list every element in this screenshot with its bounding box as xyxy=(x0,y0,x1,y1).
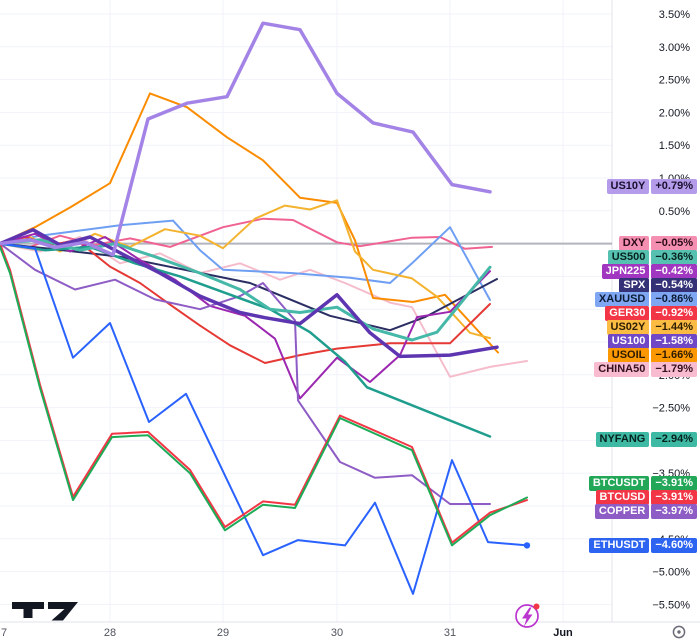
price-tick-label: 2.50% xyxy=(659,75,690,87)
settings-icon[interactable] xyxy=(672,625,686,639)
price-label-symbol: COPPER xyxy=(594,504,650,519)
price-label-usoil[interactable]: USOIL −1.66% xyxy=(607,348,697,363)
flash-icon-circle xyxy=(515,604,539,628)
price-label-us02y[interactable]: US02Y −1.44% xyxy=(606,320,697,335)
price-label-symbol: SPX xyxy=(619,278,650,293)
price-tick-label: 1.50% xyxy=(659,140,690,152)
price-label-value: −0.86% xyxy=(651,292,697,307)
price-label-value: −1.66% xyxy=(651,348,697,363)
price-label-symbol: US500 xyxy=(607,250,650,265)
price-label-symbol: BTCUSD xyxy=(595,490,650,505)
price-label-ger30[interactable]: GER30 −0.92% xyxy=(605,306,697,321)
series-line-us100[interactable] xyxy=(0,228,499,359)
price-label-value: −0.92% xyxy=(651,306,697,321)
price-label-xauusd[interactable]: XAUUSD −0.86% xyxy=(594,292,697,307)
time-axis[interactable]: 7 28 29 30 31 Jun xyxy=(1,627,573,639)
price-label-value: −1.44% xyxy=(651,320,697,335)
series-line-usoil[interactable] xyxy=(0,92,499,354)
price-tick-label: 2.00% xyxy=(659,107,690,119)
price-label-value: −0.54% xyxy=(651,278,697,293)
price-label-symbol: GER30 xyxy=(605,306,650,321)
settings-icon-dot xyxy=(677,630,681,634)
price-label-china50[interactable]: CHINA50 −1.79% xyxy=(594,362,697,377)
flash-icon-notification-dot xyxy=(533,603,540,610)
price-tick-label: −2.50% xyxy=(652,403,690,415)
price-label-symbol: US10Y xyxy=(606,179,650,194)
series-line-ethusdt[interactable] xyxy=(0,242,528,595)
price-label-value: −3.91% xyxy=(651,476,697,491)
price-label-copper[interactable]: COPPER −3.97% xyxy=(594,504,697,519)
price-label-symbol: US100 xyxy=(607,334,650,349)
price-label-us10y[interactable]: US10Y +0.79% xyxy=(606,179,697,194)
price-label-nyfang[interactable]: NYFANG −2.94% xyxy=(595,432,697,447)
price-label-value: −2.94% xyxy=(651,432,697,447)
price-label-symbol: USOIL xyxy=(607,348,650,363)
price-label-symbol: XAUUSD xyxy=(594,292,650,307)
flash-icon-bolt xyxy=(522,607,533,627)
series-line-btcusdt[interactable] xyxy=(0,245,528,547)
price-label-value: −3.97% xyxy=(651,504,697,519)
price-label-value: −1.58% xyxy=(651,334,697,349)
time-tick-label: Jun xyxy=(553,627,573,639)
time-tick-label: 30 xyxy=(331,627,343,639)
series-line-copper[interactable] xyxy=(0,242,491,505)
price-label-btcusdt[interactable]: BTCUSDT −3.91% xyxy=(588,476,697,491)
series-line-us10y[interactable] xyxy=(0,21,492,257)
price-label-value: +0.79% xyxy=(651,179,697,194)
price-label-us500[interactable]: US500 −0.36% xyxy=(607,250,697,265)
time-tick-label: 7 xyxy=(1,627,7,639)
price-label-symbol: DXY xyxy=(618,236,650,251)
series-lines xyxy=(0,21,531,595)
price-label-value: −4.60% xyxy=(651,538,697,553)
price-tick-label: −5.00% xyxy=(652,567,690,579)
price-tick-label: −5.50% xyxy=(652,599,690,611)
price-label-jpn225[interactable]: JPN225 −0.42% xyxy=(601,264,697,279)
price-label-spx[interactable]: SPX −0.54% xyxy=(619,278,697,293)
price-label-symbol: CHINA50 xyxy=(594,362,650,377)
price-label-value: −3.91% xyxy=(651,490,697,505)
price-tick-label: 0.50% xyxy=(659,206,690,218)
price-label-symbol: BTCUSDT xyxy=(588,476,650,491)
price-label-symbol: NYFANG xyxy=(595,432,650,447)
settings-icon-ring xyxy=(672,625,686,639)
price-label-us100[interactable]: US100 −1.58% xyxy=(607,334,697,349)
price-label-symbol: US02Y xyxy=(606,320,650,335)
price-label-symbol: ETHUSDT xyxy=(589,538,650,553)
flash-icon[interactable] xyxy=(515,603,540,628)
time-tick-label: 31 xyxy=(444,627,456,639)
time-tick-label: 29 xyxy=(217,627,229,639)
price-label-value: −0.42% xyxy=(651,264,697,279)
time-tick-label: 28 xyxy=(104,627,116,639)
price-label-ethusdt[interactable]: ETHUSDT −4.60% xyxy=(589,538,697,553)
tradingview-logo[interactable] xyxy=(12,602,78,621)
price-label-value: −1.79% xyxy=(651,362,697,377)
price-tick-label: 3.00% xyxy=(659,42,690,54)
price-label-btcusd[interactable]: BTCUSD −3.91% xyxy=(595,490,697,505)
logo-glyph-v xyxy=(48,602,78,621)
price-label-value: −0.36% xyxy=(651,250,697,265)
price-label-value: −0.05% xyxy=(651,236,697,251)
logo-glyph-t xyxy=(12,602,44,618)
price-tick-label: 3.50% xyxy=(659,9,690,21)
series-end-dot-ethusdt xyxy=(523,542,531,549)
series-line-xauusd[interactable] xyxy=(0,219,491,301)
price-label-symbol: JPN225 xyxy=(601,264,650,279)
series-line-dxy[interactable] xyxy=(0,217,493,250)
price-label-dxy[interactable]: DXY −0.05% xyxy=(618,236,697,251)
series-line-us500[interactable] xyxy=(0,238,492,342)
